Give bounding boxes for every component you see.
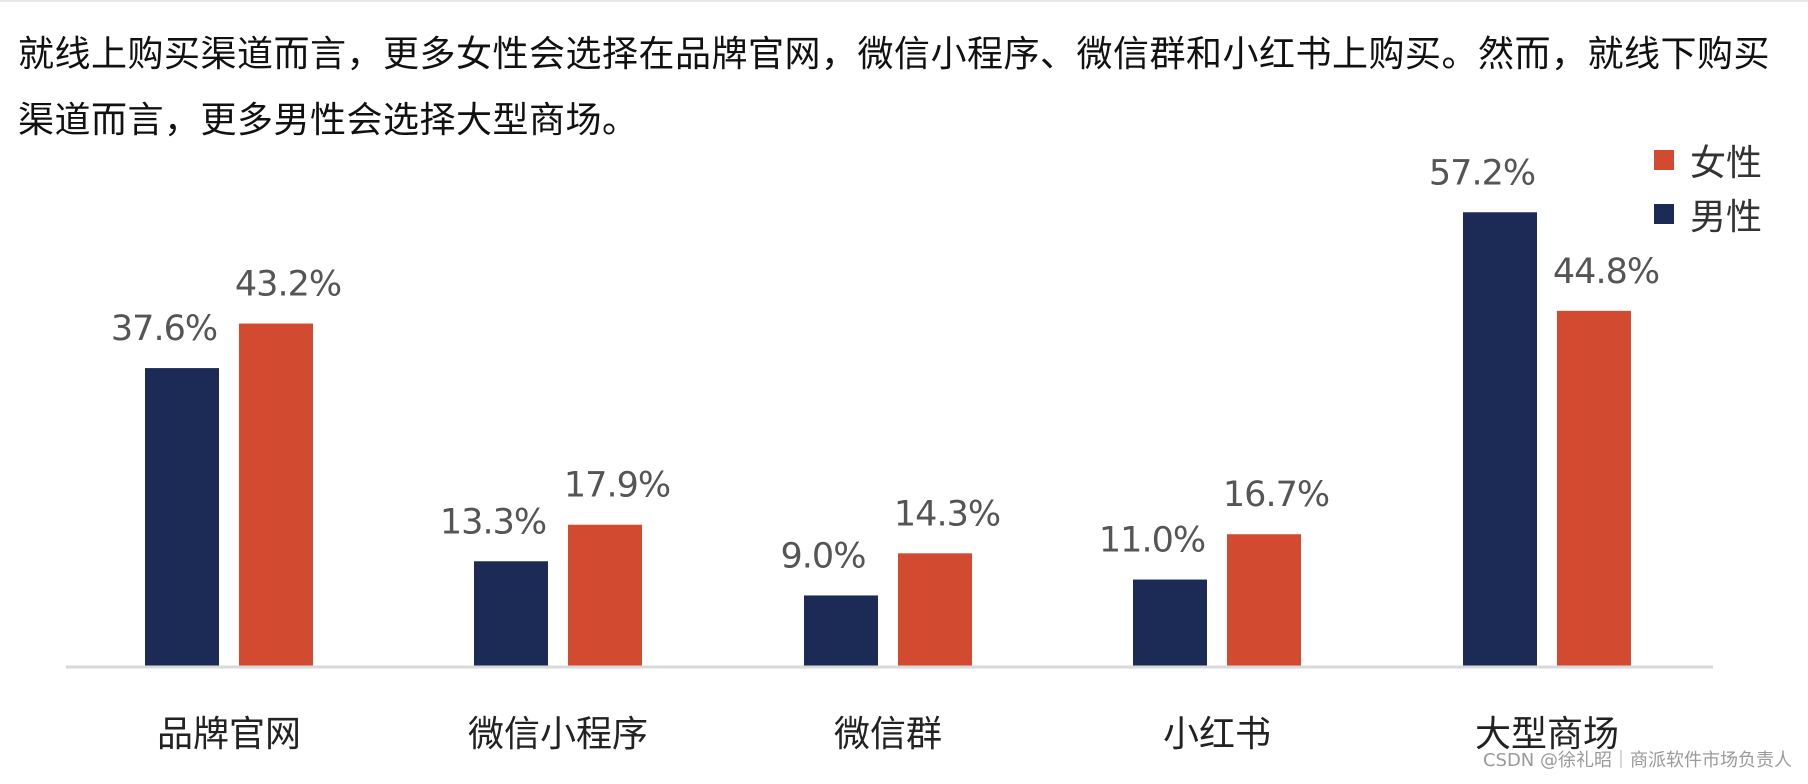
data-label-male-5: 57.2% (1429, 153, 1535, 193)
data-label-female-2: 17.9% (564, 466, 670, 506)
category-label-3: 微信群 (834, 714, 942, 755)
bars-layer: 37.6% 43.2% 13.3% 17.9% 9.0% 14.3% 11.0% 16.7% 5… (111, 153, 1660, 667)
data-label-female-4: 16.7% (1223, 475, 1329, 515)
data-label-male-1: 37.6% (111, 309, 217, 349)
bar-male-2 (474, 561, 548, 667)
data-label-female-3: 14.3% (894, 494, 1000, 534)
data-label-female-5: 44.8% (1553, 252, 1659, 292)
bar-female-4 (1227, 534, 1301, 667)
legend-label-female: 女性 (1690, 143, 1762, 184)
legend-swatch-female (1654, 150, 1674, 170)
category-label-2: 微信小程序 (468, 714, 648, 755)
bar-male-4 (1133, 579, 1207, 667)
bar-female-2 (568, 524, 642, 667)
data-label-male-4: 11.0% (1099, 521, 1205, 561)
watermark-text: CSDN @徐礼昭｜商派软件市场负责人 (1482, 750, 1792, 771)
category-label-5: 大型商场 (1475, 714, 1619, 755)
bar-female-3 (898, 553, 972, 667)
bar-male-3 (804, 595, 878, 667)
legend-swatch-male (1654, 204, 1674, 224)
category-label-1: 品牌官网 (157, 714, 301, 755)
category-label-4: 小红书 (1163, 714, 1271, 755)
bar-female-5 (1557, 310, 1631, 667)
category-labels: 品牌官网 微信小程序 微信群 小红书 大型商场 (157, 714, 1619, 755)
data-label-male-3: 9.0% (781, 536, 866, 576)
top-divider (0, 0, 1808, 2)
chart-caption: 就线上购买渠道而言，更多女性会选择在品牌官网，微信小程序、微信群和小红书上购买。… (18, 34, 1771, 141)
bar-female-1 (239, 323, 313, 667)
bar-male-5 (1463, 212, 1537, 667)
data-label-male-2: 13.3% (440, 502, 546, 542)
legend-label-male: 男性 (1690, 197, 1762, 238)
data-label-female-1: 43.2% (235, 265, 341, 305)
bar-male-1 (145, 368, 219, 667)
